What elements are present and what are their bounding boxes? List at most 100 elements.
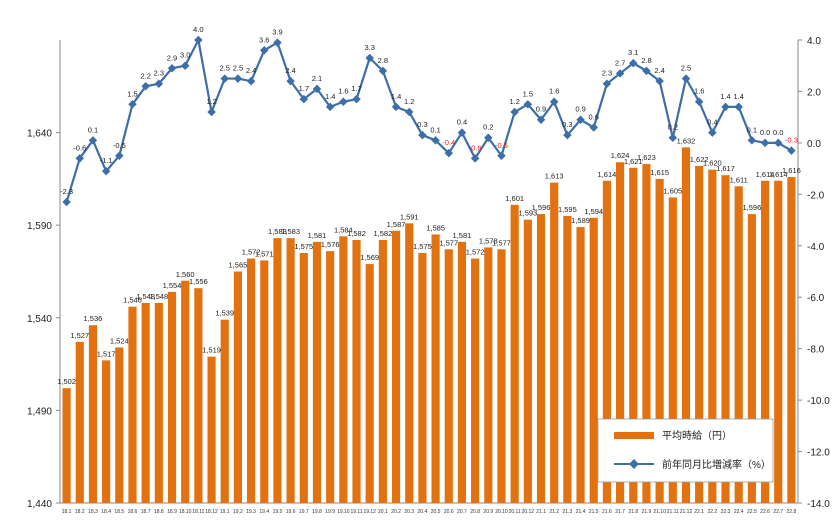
bar-data-label: 1,582: [373, 229, 392, 238]
bar-data-label: 1,584: [334, 225, 353, 234]
right-tick-label: 4.0: [807, 36, 821, 47]
bar: [444, 249, 453, 503]
bar: [312, 241, 322, 504]
line-data-label: 0.4: [457, 118, 467, 127]
x-tick-label: 18.11: [192, 509, 204, 515]
bar-data-label: 1,554: [163, 281, 182, 290]
bar: [668, 197, 677, 504]
x-tick-label: 21.1: [536, 509, 546, 515]
bar-data-label: 1,614: [756, 170, 775, 179]
line-point: [391, 102, 401, 112]
bar-data-label: 1,616: [782, 166, 801, 175]
legend-line-marker: [629, 459, 639, 469]
bar-data-label: 1,623: [637, 153, 656, 162]
line-data-label: 0.1: [747, 125, 757, 134]
line-data-label: 0.6: [589, 112, 599, 121]
line-data-label: 0.9: [536, 105, 546, 114]
bar-data-label: 1,582: [347, 229, 366, 238]
line-data-label: 0.2: [483, 123, 493, 132]
bar: [405, 223, 414, 503]
line-point: [497, 151, 506, 160]
bar-data-label: 1,572: [242, 248, 261, 257]
line-data-label: -2.3: [60, 187, 73, 196]
bar-data-label: 1,605: [663, 186, 682, 195]
line-point: [154, 79, 164, 88]
bar: [102, 360, 111, 503]
line-data-label: 2.4: [285, 66, 295, 75]
bar: [681, 147, 691, 503]
right-tick-label: -8.0: [807, 345, 825, 356]
bar: [365, 264, 374, 503]
bar: [431, 234, 440, 503]
bar: [695, 165, 704, 503]
bar: [233, 271, 242, 503]
bar-data-label: 1,593: [518, 209, 537, 218]
right-tick-label: -14.0: [807, 499, 830, 510]
bar: [286, 238, 295, 503]
line-data-label: 1.6: [694, 87, 704, 96]
x-tick-label: 20.5: [431, 509, 441, 515]
line-point: [88, 136, 98, 145]
x-tick-label: 20.10: [495, 509, 508, 515]
x-tick-label: 20.4: [418, 509, 428, 515]
bar-data-label: 1,578: [479, 236, 498, 245]
x-tick-label: 19.1: [220, 509, 230, 515]
bar: [550, 182, 559, 503]
bar-data-label: 1,577: [439, 238, 458, 247]
bar: [167, 291, 177, 503]
line-point: [747, 136, 757, 145]
bar: [760, 180, 770, 503]
line-point: [299, 94, 309, 104]
bar: [471, 258, 480, 503]
legend-box: [597, 418, 774, 483]
bar: [75, 341, 84, 503]
bar-data-label: 1,587: [387, 220, 406, 229]
x-tick-label: 20.9: [483, 509, 493, 515]
x-tick-label: 21.6: [602, 509, 612, 515]
line-data-label: -0.5: [113, 141, 126, 150]
line-point: [734, 102, 743, 112]
line-data-label: 1.2: [509, 97, 519, 106]
x-tick-label: 20.12: [522, 509, 535, 515]
x-tick-label: 22.4: [734, 509, 744, 515]
bar-data-label: 1,569: [360, 253, 379, 262]
line-data-label: 1.2: [206, 97, 216, 106]
line-data-label: 2.1: [312, 74, 322, 83]
line-data-label: 3.6: [259, 35, 269, 44]
line-point: [325, 102, 335, 112]
bar: [207, 356, 216, 503]
bar-data-label: 1,596: [742, 203, 761, 212]
line-data-label: 2.7: [615, 58, 625, 67]
line-point: [470, 154, 480, 163]
line-data-label: 0.1: [430, 125, 440, 134]
x-tick-label: 18.12: [205, 509, 218, 515]
line-data-label: 2.3: [602, 69, 612, 78]
line-data-label: 2.5: [233, 64, 243, 73]
bar-data-label: 1,583: [268, 227, 287, 236]
line-point: [352, 94, 361, 104]
x-tick-label: 22.1: [694, 509, 704, 515]
line-data-label: 1.4: [391, 92, 401, 101]
line-point: [180, 61, 190, 70]
x-tick-label: 21.9: [642, 509, 652, 515]
x-tick-label: 18.3: [88, 509, 98, 515]
bar: [220, 319, 229, 503]
bar: [141, 302, 150, 503]
bar-data-label: 1,548: [136, 292, 155, 301]
line-data-label: 2.4: [654, 66, 664, 75]
bar-data-label: 1,576: [321, 240, 340, 249]
line-data-label: -0.5: [495, 141, 508, 150]
legend-bar-label: 平均時給（円）: [662, 429, 732, 442]
bar: [747, 214, 756, 503]
line-point: [404, 107, 414, 117]
line-point: [220, 74, 229, 83]
x-tick-label: 21.2: [549, 509, 559, 515]
bar-data-label: 1,611: [730, 175, 748, 184]
bar-data-label: 1,575: [413, 242, 432, 251]
line-point: [312, 84, 322, 94]
bar: [602, 180, 611, 503]
line-point: [286, 76, 295, 86]
bar: [128, 306, 137, 503]
bar-data-label: 1,572: [466, 248, 485, 257]
x-tick-label: 19.10: [337, 509, 350, 515]
